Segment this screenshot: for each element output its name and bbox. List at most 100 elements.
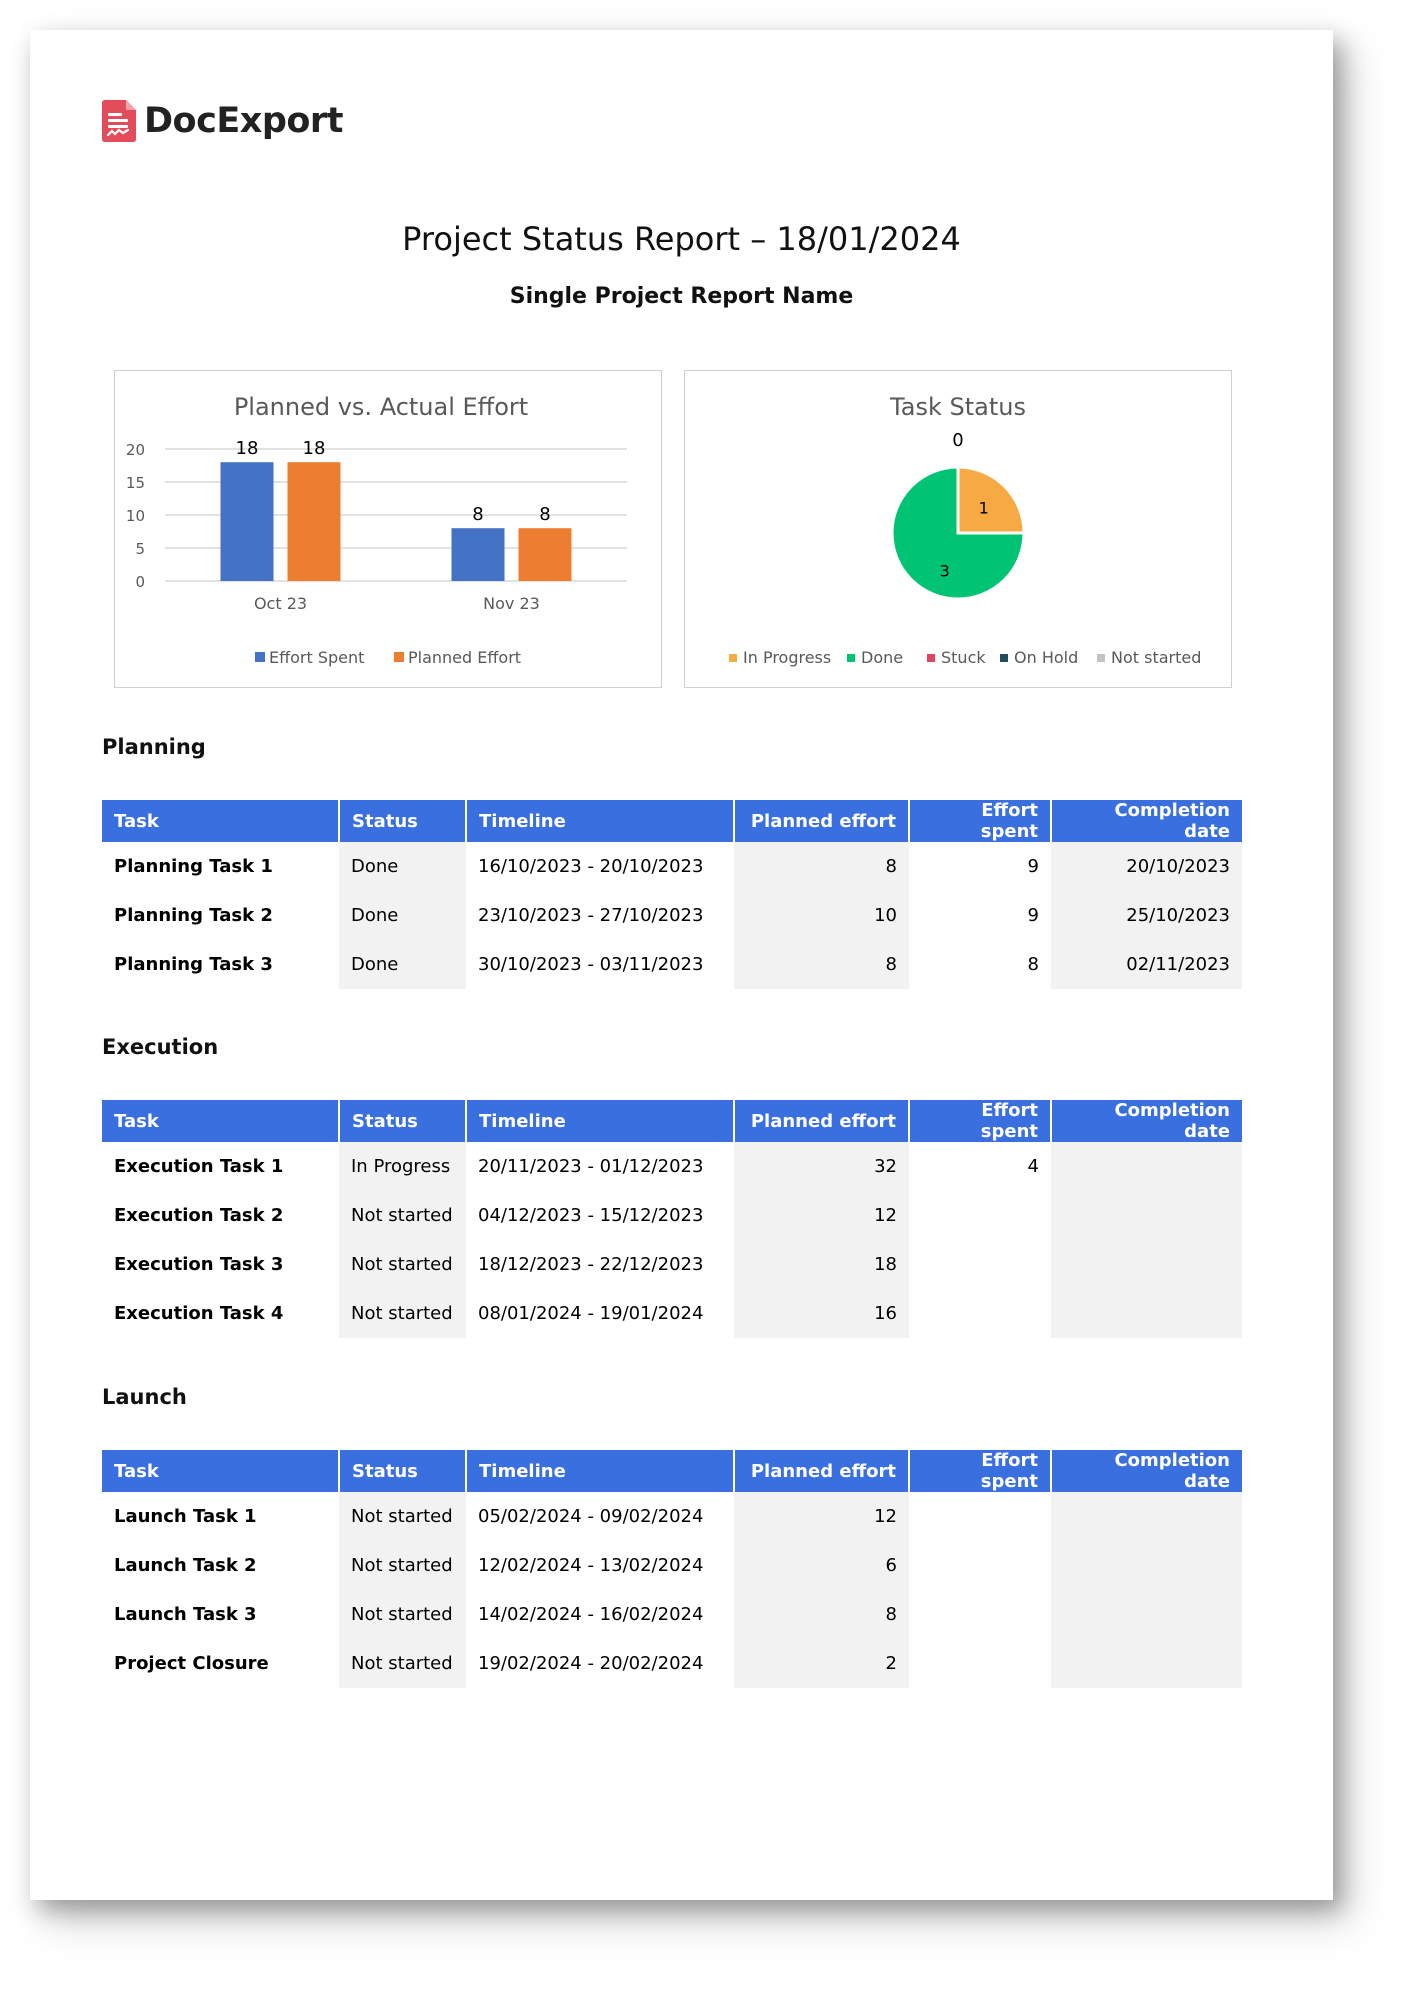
cell-task: Planning Task 3 bbox=[114, 954, 273, 975]
table-header-row: Task Status Timeline Planned effort Effort s… bbox=[102, 1100, 1242, 1142]
bar-data-label: 18 bbox=[236, 438, 259, 459]
pie-slice bbox=[890, 465, 1026, 601]
document-icon bbox=[102, 100, 136, 142]
bar bbox=[451, 528, 505, 581]
task-table: Task Status Timeline Planned effort Effort s… bbox=[102, 1450, 1242, 1688]
cell-completion bbox=[1051, 1240, 1242, 1289]
x-tick-label: Nov 23 bbox=[483, 594, 540, 613]
task-table: Task Status Timeline Planned effort Effort s… bbox=[102, 800, 1242, 989]
table-row: Project Closure Not started 19/02/2024 - 2… bbox=[102, 1639, 1242, 1688]
column-header: Status bbox=[339, 800, 467, 842]
cell-status: Not started bbox=[339, 1191, 466, 1240]
y-tick-label: 0 bbox=[135, 573, 145, 591]
cell-completion bbox=[1051, 1639, 1242, 1688]
cell-status: Not started bbox=[339, 1289, 466, 1338]
cell-status: Not started bbox=[339, 1639, 466, 1688]
column-header: Status bbox=[339, 1100, 467, 1142]
pie-zero-label: 0 bbox=[952, 430, 963, 451]
table-row: Launch Task 3 Not started 14/02/2024 - 16/… bbox=[102, 1590, 1242, 1639]
cell-spent bbox=[909, 1289, 1051, 1338]
cell-completion: 20/10/2023 bbox=[1051, 842, 1242, 891]
cell-timeline: 23/10/2023 - 27/10/2023 bbox=[478, 905, 704, 926]
cell-task: Execution Task 4 bbox=[114, 1303, 284, 1324]
cell-spent bbox=[909, 1639, 1051, 1688]
report-page: DocExport Project Status Report – 18/01/… bbox=[30, 30, 1333, 1900]
table-header-row: Task Status Timeline Planned effort Effort s… bbox=[102, 1450, 1242, 1492]
column-header: Planned effort bbox=[734, 800, 910, 842]
x-tick-label: Oct 23 bbox=[254, 594, 307, 613]
legend-swatch bbox=[927, 654, 935, 662]
column-header: Status bbox=[339, 1450, 467, 1492]
cell-planned: 8 bbox=[734, 1590, 909, 1639]
cell-task: Planning Task 1 bbox=[114, 856, 273, 877]
column-header: Effort spent bbox=[909, 1100, 1052, 1142]
effort-chart-svg: Planned vs. Actual Effort 0 5 10 15 20 18 18 Oct… bbox=[126, 393, 627, 667]
cell-timeline: 04/12/2023 - 15/12/2023 bbox=[478, 1205, 704, 1226]
column-header: Planned effort bbox=[734, 1450, 910, 1492]
cell-spent bbox=[909, 1240, 1051, 1289]
cell-timeline: 18/12/2023 - 22/12/2023 bbox=[478, 1254, 704, 1275]
cell-task: Execution Task 1 bbox=[114, 1156, 284, 1177]
table-row: Execution Task 3 Not started 18/12/2023 - … bbox=[102, 1240, 1242, 1289]
column-header: Task bbox=[102, 1100, 340, 1142]
cell-completion bbox=[1051, 1142, 1242, 1191]
pie-data-label: 3 bbox=[940, 561, 950, 580]
chart-title: Task Status bbox=[889, 393, 1026, 421]
column-header: Effort spent bbox=[909, 800, 1052, 842]
cell-planned: 18 bbox=[734, 1240, 909, 1289]
legend-label: Not started bbox=[1111, 648, 1201, 667]
report-title: Project Status Report – 18/01/2024 bbox=[402, 220, 961, 258]
legend-swatch bbox=[394, 652, 404, 662]
cell-spent bbox=[909, 1541, 1051, 1590]
column-header: Task bbox=[102, 1450, 340, 1492]
legend-label: Done bbox=[861, 648, 903, 667]
y-tick-label: 15 bbox=[126, 474, 145, 492]
brand-name: DocExport bbox=[144, 101, 343, 141]
cell-completion bbox=[1051, 1541, 1242, 1590]
table-row: Launch Task 2 Not started 12/02/2024 - 13/… bbox=[102, 1541, 1242, 1590]
cell-completion: 02/11/2023 bbox=[1051, 940, 1242, 989]
cell-completion bbox=[1051, 1191, 1242, 1240]
table-row: Planning Task 1 Done 16/10/2023 - 20/10/20… bbox=[102, 842, 1242, 891]
legend-swatch bbox=[1097, 654, 1105, 662]
cell-spent: 9 bbox=[1027, 905, 1039, 926]
cell-spent bbox=[909, 1191, 1051, 1240]
cell-planned: 12 bbox=[734, 1492, 909, 1541]
bar bbox=[220, 462, 274, 581]
cell-planned: 12 bbox=[734, 1191, 909, 1240]
bar-data-label: 18 bbox=[303, 438, 326, 459]
legend-swatch bbox=[255, 652, 265, 662]
section-title: Launch bbox=[102, 1385, 187, 1409]
cell-timeline: 19/02/2024 - 20/02/2024 bbox=[478, 1653, 704, 1674]
cell-spent bbox=[909, 1590, 1051, 1639]
cell-status: Done bbox=[339, 940, 466, 989]
cell-timeline: 05/02/2024 - 09/02/2024 bbox=[478, 1506, 704, 1527]
table-row: Planning Task 2 Done 23/10/2023 - 27/10/20… bbox=[102, 891, 1242, 940]
bar-data-label: 8 bbox=[472, 504, 483, 525]
cell-timeline: 12/02/2024 - 13/02/2024 bbox=[478, 1555, 704, 1576]
cell-spent: 4 bbox=[1027, 1156, 1039, 1177]
legend-swatch bbox=[729, 654, 737, 662]
section-title: Execution bbox=[102, 1035, 219, 1059]
table-row: Execution Task 4 Not started 08/01/2024 - … bbox=[102, 1289, 1242, 1338]
cell-task: Execution Task 2 bbox=[114, 1205, 284, 1226]
legend-label: On Hold bbox=[1014, 648, 1078, 667]
legend-swatch bbox=[847, 654, 855, 662]
column-header: Effort spent bbox=[909, 1450, 1052, 1492]
table-row: Execution Task 1 In Progress 20/11/2023 - … bbox=[102, 1142, 1242, 1191]
table-header-row: Task Status Timeline Planned effort Effort s… bbox=[102, 800, 1242, 842]
table-row: Launch Task 1 Not started 05/02/2024 - 09/… bbox=[102, 1492, 1242, 1541]
pie-slice bbox=[956, 465, 1026, 535]
cell-planned: 8 bbox=[734, 842, 909, 891]
report-subtitle: Single Project Report Name bbox=[509, 284, 854, 309]
cell-timeline: 30/10/2023 - 03/11/2023 bbox=[478, 954, 704, 975]
cell-spent: 8 bbox=[1027, 954, 1039, 975]
column-header: Completion date bbox=[1051, 800, 1242, 842]
column-header: Timeline bbox=[466, 800, 735, 842]
table-row: Execution Task 2 Not started 04/12/2023 - … bbox=[102, 1191, 1242, 1240]
effort-chart: Planned vs. Actual Effort 0 5 10 15 20 18 18 Oct… bbox=[114, 370, 662, 688]
cell-planned: 8 bbox=[734, 940, 909, 989]
cell-timeline: 08/01/2024 - 19/01/2024 bbox=[478, 1303, 704, 1324]
column-header: Completion date bbox=[1051, 1450, 1242, 1492]
bar bbox=[518, 528, 572, 581]
